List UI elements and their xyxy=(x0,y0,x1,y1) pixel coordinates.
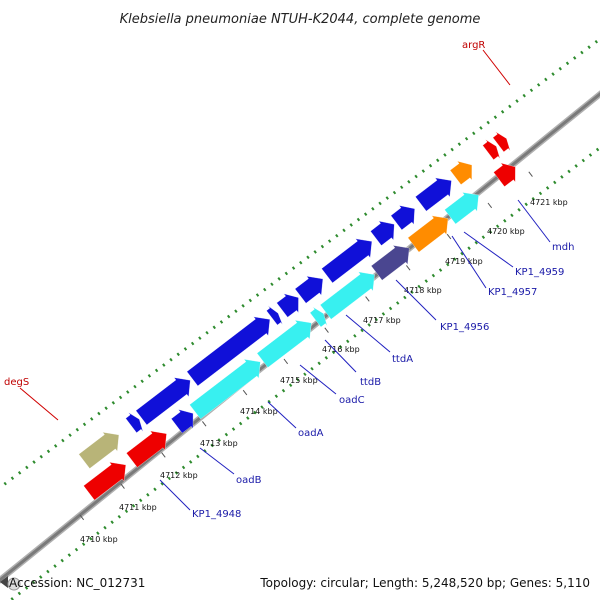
gene-label-ttda[interactable]: ttdA xyxy=(392,354,413,365)
tick-label-4721: 4721 kbp xyxy=(530,198,568,207)
tick-label-4712: 4712 kbp xyxy=(160,471,198,480)
gene-label-kp1-4957[interactable]: KP1_4957 xyxy=(488,287,537,298)
feature-forward-10[interactable] xyxy=(390,205,415,231)
tick-label-4720: 4720 kbp xyxy=(487,227,525,236)
gene-label-oadb[interactable]: oadB xyxy=(236,475,262,486)
genome-summary-text: Topology: circular; Length: 5,248,520 bp… xyxy=(259,576,590,590)
feature-forward-12[interactable] xyxy=(449,160,473,185)
gc-skew-track-outer xyxy=(0,37,600,490)
feature-reverse-18[interactable] xyxy=(189,358,261,420)
feature-forward-4[interactable] xyxy=(186,316,271,387)
feature-forward-13[interactable] xyxy=(482,139,501,161)
feature-reverse-23[interactable] xyxy=(407,215,449,253)
tick-mark-4715 xyxy=(283,358,289,365)
label-leaders-red xyxy=(19,49,511,421)
feature-forward-9[interactable] xyxy=(370,220,395,246)
tick-mark-4720 xyxy=(487,202,493,209)
feature-reverse-21[interactable] xyxy=(319,271,375,320)
tick-label-4719: 4719 kbp xyxy=(445,257,483,266)
feature-reverse-25[interactable] xyxy=(493,162,516,187)
feature-reverse-15[interactable] xyxy=(83,461,127,501)
gene-label-ttdb[interactable]: ttdB xyxy=(360,377,381,388)
gene-label-degs[interactable]: degS xyxy=(4,377,29,388)
tick-label-4717: 4717 kbp xyxy=(363,316,401,325)
gene-label-mdh[interactable]: mdh xyxy=(552,242,574,253)
tick-label-4714: 4714 kbp xyxy=(240,407,278,416)
feature-reverse-17[interactable] xyxy=(170,409,194,434)
feature-reverse-20[interactable] xyxy=(309,306,328,328)
feature-reverse-16[interactable] xyxy=(126,430,167,468)
tick-label-4718: 4718 kbp xyxy=(404,286,442,295)
feature-forward-5[interactable] xyxy=(266,305,283,326)
feature-reverse-24[interactable] xyxy=(444,192,479,225)
tick-mark-4716 xyxy=(324,327,329,333)
feature-layer xyxy=(78,131,533,521)
navigation-widget[interactable] xyxy=(0,576,21,591)
gene-label-kp1-4948[interactable]: KP1_4948 xyxy=(192,509,241,520)
tick-mark-4713 xyxy=(202,421,207,427)
gene-label-group: KP1_4948 oadB oadA oadC ttdB ttdA KP1_49… xyxy=(4,40,574,520)
accession-text: Accession: NC_012731 xyxy=(9,576,145,590)
tick-mark-4719 xyxy=(446,233,452,240)
tick-label-4715: 4715 kbp xyxy=(280,376,318,385)
label-leaders xyxy=(159,199,551,511)
gc-skew-track-inner xyxy=(8,145,600,600)
tick-mark-group xyxy=(79,171,533,521)
feature-forward-7[interactable] xyxy=(294,275,324,304)
tick-mark-4712 xyxy=(161,452,166,458)
tick-label-4713: 4713 kbp xyxy=(200,439,238,448)
feature-forward-2[interactable] xyxy=(125,412,144,434)
genome-title: Klebsiella pneumoniae NTUH-K2044, comple… xyxy=(120,12,481,27)
gene-label-oadc[interactable]: oadC xyxy=(339,395,365,406)
gene-label-kp1-4956[interactable]: KP1_4956 xyxy=(440,322,489,333)
tick-mark-4721 xyxy=(528,171,533,177)
gene-label-oada[interactable]: oadA xyxy=(298,428,324,439)
tick-mark-4711 xyxy=(120,483,125,489)
feature-forward-8[interactable] xyxy=(321,238,373,284)
gene-label-kp1-4959[interactable]: KP1_4959 xyxy=(515,267,564,278)
feature-reverse-22[interactable] xyxy=(370,245,410,281)
tick-mark-4718 xyxy=(406,265,411,271)
feature-reverse-19[interactable] xyxy=(256,319,312,368)
feature-forward-3[interactable] xyxy=(135,377,191,426)
tick-label-group: 4710 kbp 4711 kbp 4712 kbp 4713 kbp 4714… xyxy=(80,198,568,544)
gene-label-argr[interactable]: argR xyxy=(462,40,485,51)
tick-label-4711: 4711 kbp xyxy=(119,503,157,512)
tick-label-4710: 4710 kbp xyxy=(80,535,118,544)
tick-mark-4717 xyxy=(365,296,370,302)
feature-forward-6[interactable] xyxy=(276,293,299,318)
tick-mark-4714 xyxy=(242,389,248,396)
tick-label-4716: 4716 kbp xyxy=(322,345,360,354)
feature-forward-14[interactable] xyxy=(492,131,511,153)
feature-forward-1[interactable] xyxy=(78,431,120,469)
tick-mark-4710 xyxy=(79,514,85,521)
feature-forward-11[interactable] xyxy=(415,177,452,212)
